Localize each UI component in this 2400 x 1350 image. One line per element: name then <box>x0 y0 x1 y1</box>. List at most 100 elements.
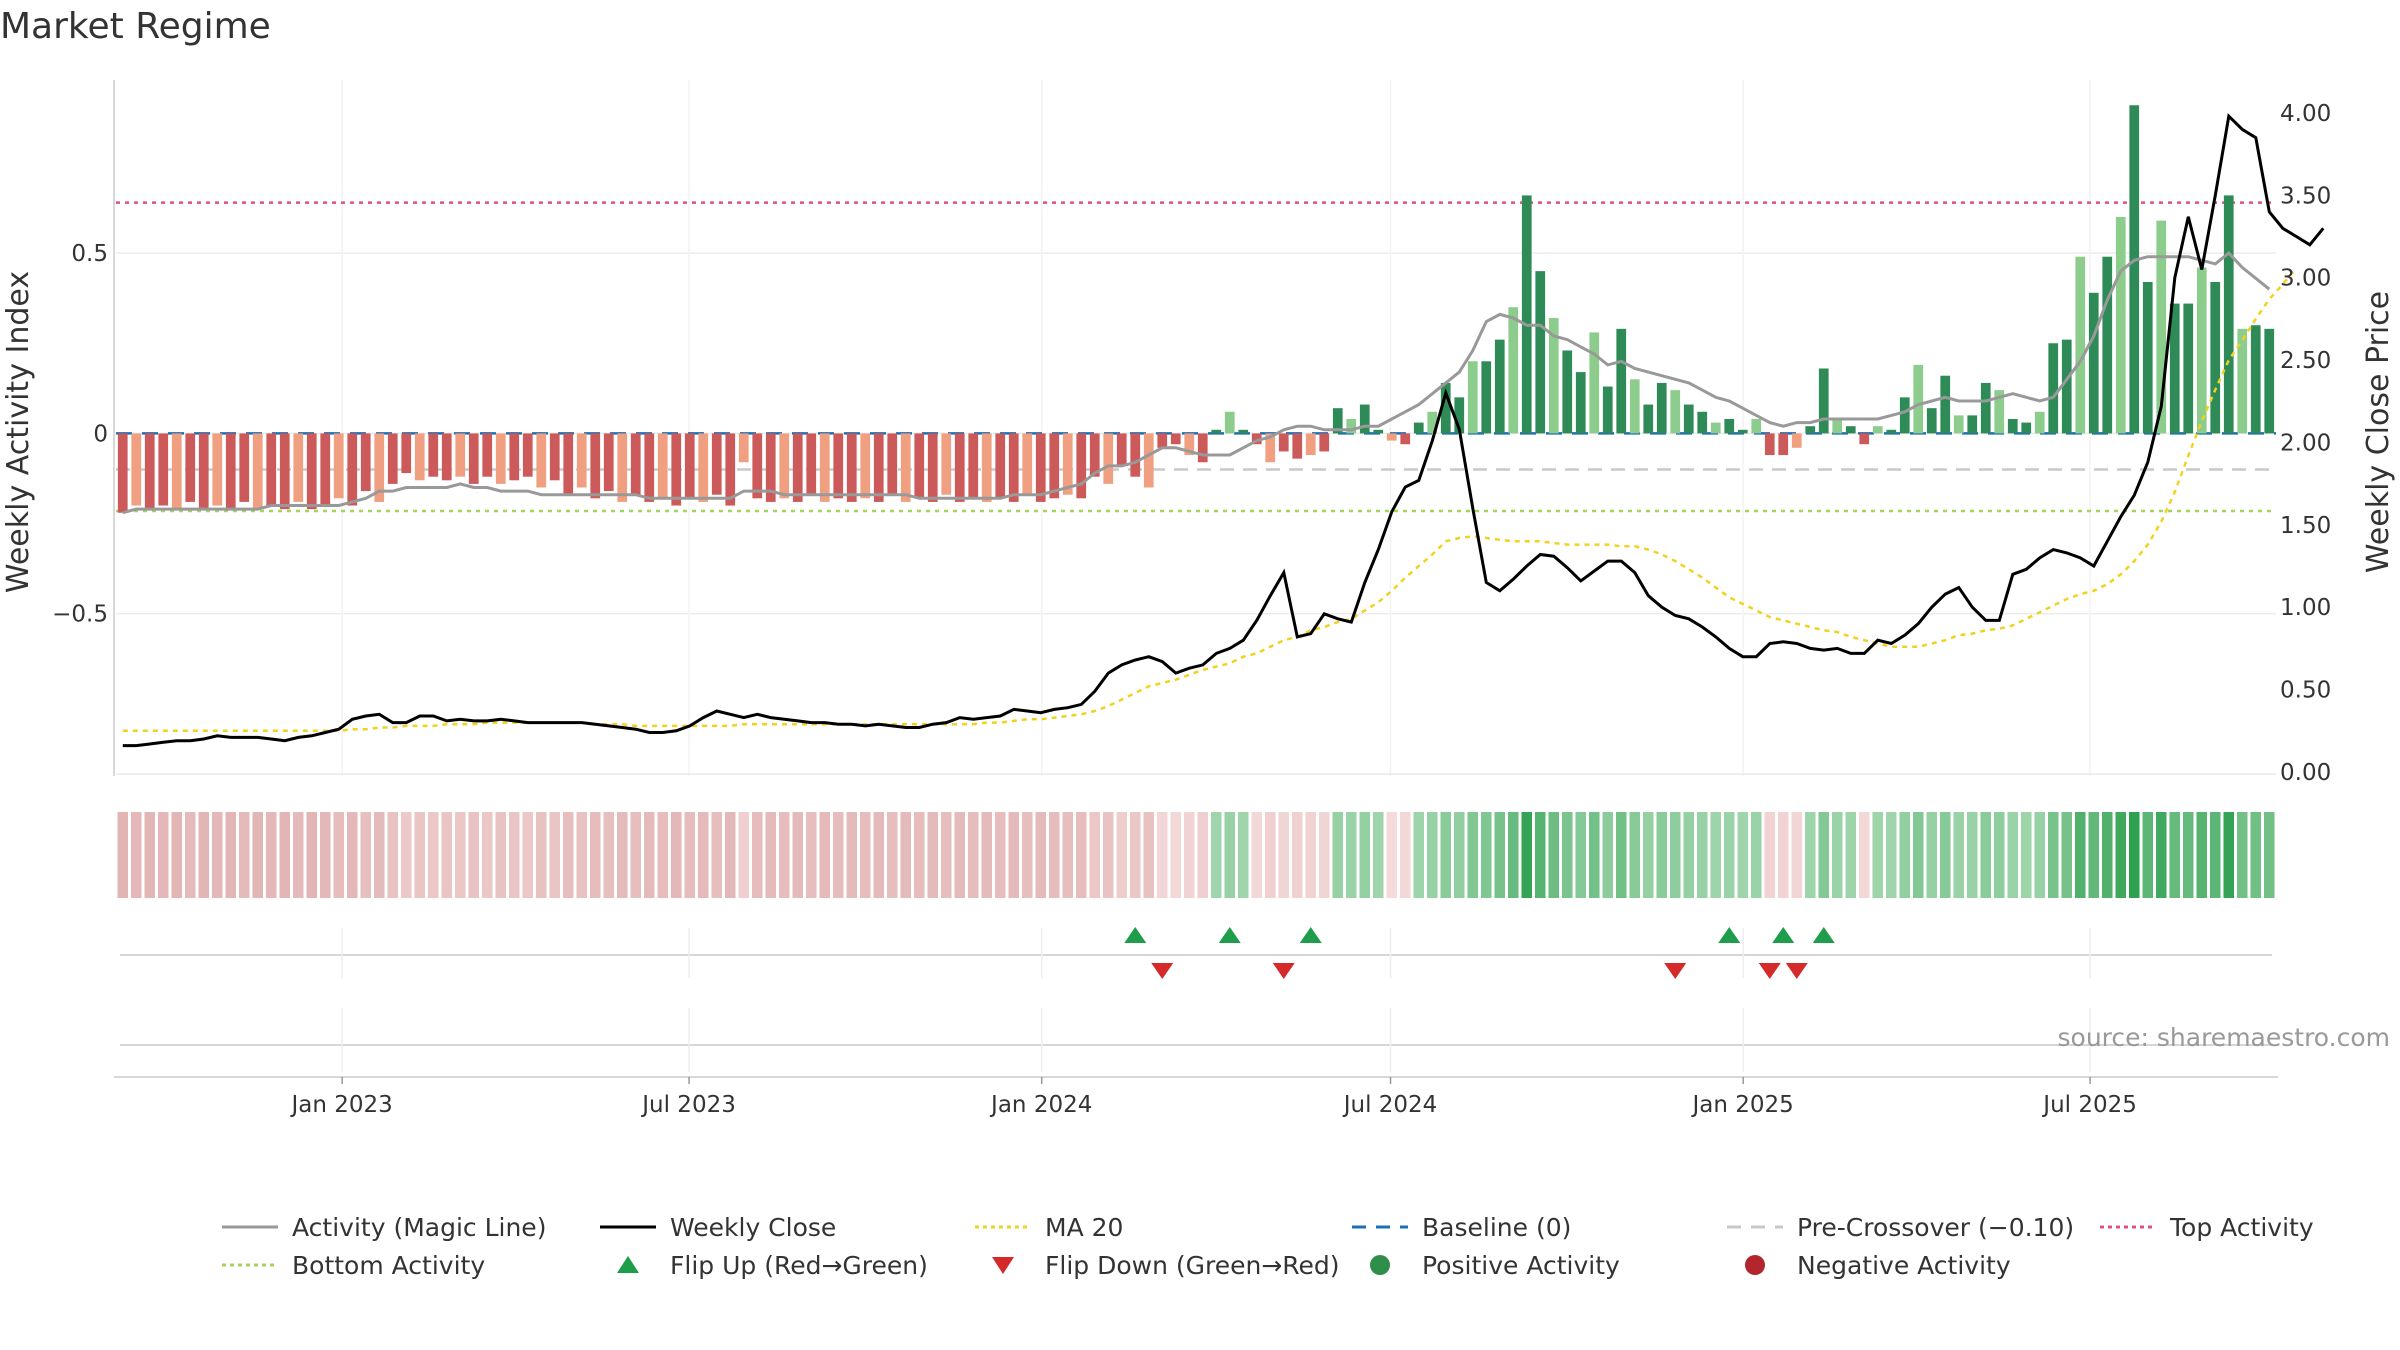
activity-bar <box>1899 397 1910 434</box>
flip-up-marker <box>1299 927 1322 943</box>
regime-cell <box>616 812 628 898</box>
legend-item: Activity (Magic Line) <box>222 1213 546 1242</box>
regime-cell <box>1926 812 1938 898</box>
activity-bar <box>1656 382 1667 434</box>
activity-bar <box>2034 411 2045 434</box>
regime-cell <box>724 812 736 898</box>
activity-bar <box>1440 382 1451 434</box>
regime-cell <box>2020 812 2032 898</box>
regime-cell <box>2061 812 2073 898</box>
regime-cell <box>751 812 763 898</box>
regime-cell <box>481 812 493 898</box>
x-tick-label: Jul 2023 <box>640 1092 736 1118</box>
activity-bar <box>2210 281 2221 434</box>
activity-bar <box>1413 422 1424 434</box>
legend-item: Baseline (0) <box>1352 1213 1571 1242</box>
regime-cell <box>1291 812 1303 898</box>
regime-cell <box>2223 812 2235 898</box>
regime-cell <box>2196 812 2208 898</box>
regime-cell <box>981 812 993 898</box>
reference-lines <box>116 201 2276 513</box>
legend-label: Positive Activity <box>1422 1251 1620 1280</box>
activity-bar <box>603 433 614 492</box>
regime-cell <box>2074 812 2086 898</box>
y-tick-label: 0.5 <box>71 241 108 267</box>
regime-cell <box>900 812 912 898</box>
activity-bar <box>846 433 857 502</box>
activity-bar <box>927 433 938 502</box>
regime-cell <box>738 812 750 898</box>
regime-cell <box>1777 812 1789 898</box>
regime-cell <box>1332 812 1344 898</box>
activity-bar <box>2007 418 2018 434</box>
regime-cell <box>454 812 466 898</box>
regime-cell <box>765 812 777 898</box>
regime-cell <box>1588 812 1600 898</box>
activity-bar <box>185 433 196 502</box>
activity-bar <box>1589 332 1600 434</box>
left-axis-ticks: 0.5 0 −0.5 <box>52 241 108 628</box>
regime-cell <box>292 812 304 898</box>
activity-bar <box>671 433 682 506</box>
regime-cell <box>279 812 291 898</box>
activity-bar <box>941 433 952 495</box>
activity-bar <box>1913 364 1924 434</box>
regime-cell <box>913 812 925 898</box>
regime-cell <box>994 812 1006 898</box>
regime-cell <box>886 812 898 898</box>
activity-bar <box>549 433 560 481</box>
activity-bar <box>360 433 371 492</box>
regime-cell <box>265 812 277 898</box>
activity-bar <box>495 433 506 484</box>
regime-cell <box>414 812 426 898</box>
activity-bar <box>225 433 236 510</box>
regime-cell <box>1980 812 1992 898</box>
regime-cell <box>1750 812 1762 898</box>
regime-cell <box>1642 812 1654 898</box>
activity-bar <box>158 433 169 506</box>
activity-bar <box>1170 433 1181 445</box>
regime-cell <box>130 812 142 898</box>
x-tick-label: Jan 2025 <box>1691 1092 1794 1118</box>
activity-bar <box>2075 256 2086 434</box>
activity-bar <box>279 433 290 510</box>
regime-cell <box>1737 812 1749 898</box>
activity-bar <box>1629 379 1640 434</box>
regime-cell <box>1818 812 1830 898</box>
regime-cell <box>1831 812 1843 898</box>
activity-bar <box>455 433 466 477</box>
legend-triangle-down-icon <box>992 1257 1014 1274</box>
regime-cell <box>1507 812 1519 898</box>
activity-bar <box>1724 418 1735 434</box>
regime-cell <box>360 812 372 898</box>
regime-cell <box>1912 812 1924 898</box>
flip-markers <box>120 927 2272 1072</box>
activity-bar <box>1832 418 1843 434</box>
activity-bar <box>536 433 547 488</box>
regime-cell <box>1480 812 1492 898</box>
activity-bar <box>2115 217 2126 434</box>
activity-bar <box>563 433 574 495</box>
activity-bar <box>2264 328 2275 434</box>
regime-cell <box>1345 812 1357 898</box>
activity-bar <box>1143 433 1154 488</box>
y-tick-label: 0 <box>93 421 108 447</box>
regime-cell <box>1453 812 1465 898</box>
activity-bar <box>1278 433 1289 452</box>
regime-cell <box>373 812 385 898</box>
activity-bar <box>2156 220 2167 434</box>
legend-label: Baseline (0) <box>1422 1213 1571 1242</box>
regime-cell <box>1548 812 1560 898</box>
activity-bar <box>1562 350 1573 434</box>
legend-triangle-up-icon <box>617 1256 639 1273</box>
activity-bar <box>1130 433 1141 477</box>
regime-cell <box>2115 812 2127 898</box>
legend: Activity (Magic Line) Weekly Close MA 20 Ba… <box>222 1213 2314 1280</box>
activity-bar <box>387 433 398 484</box>
activity-bar <box>779 433 790 499</box>
activity-bar <box>441 433 452 481</box>
regime-cell <box>1521 812 1533 898</box>
regime-cell <box>346 812 358 898</box>
regime-cell <box>2155 812 2167 898</box>
activity-bar <box>1251 433 1262 445</box>
